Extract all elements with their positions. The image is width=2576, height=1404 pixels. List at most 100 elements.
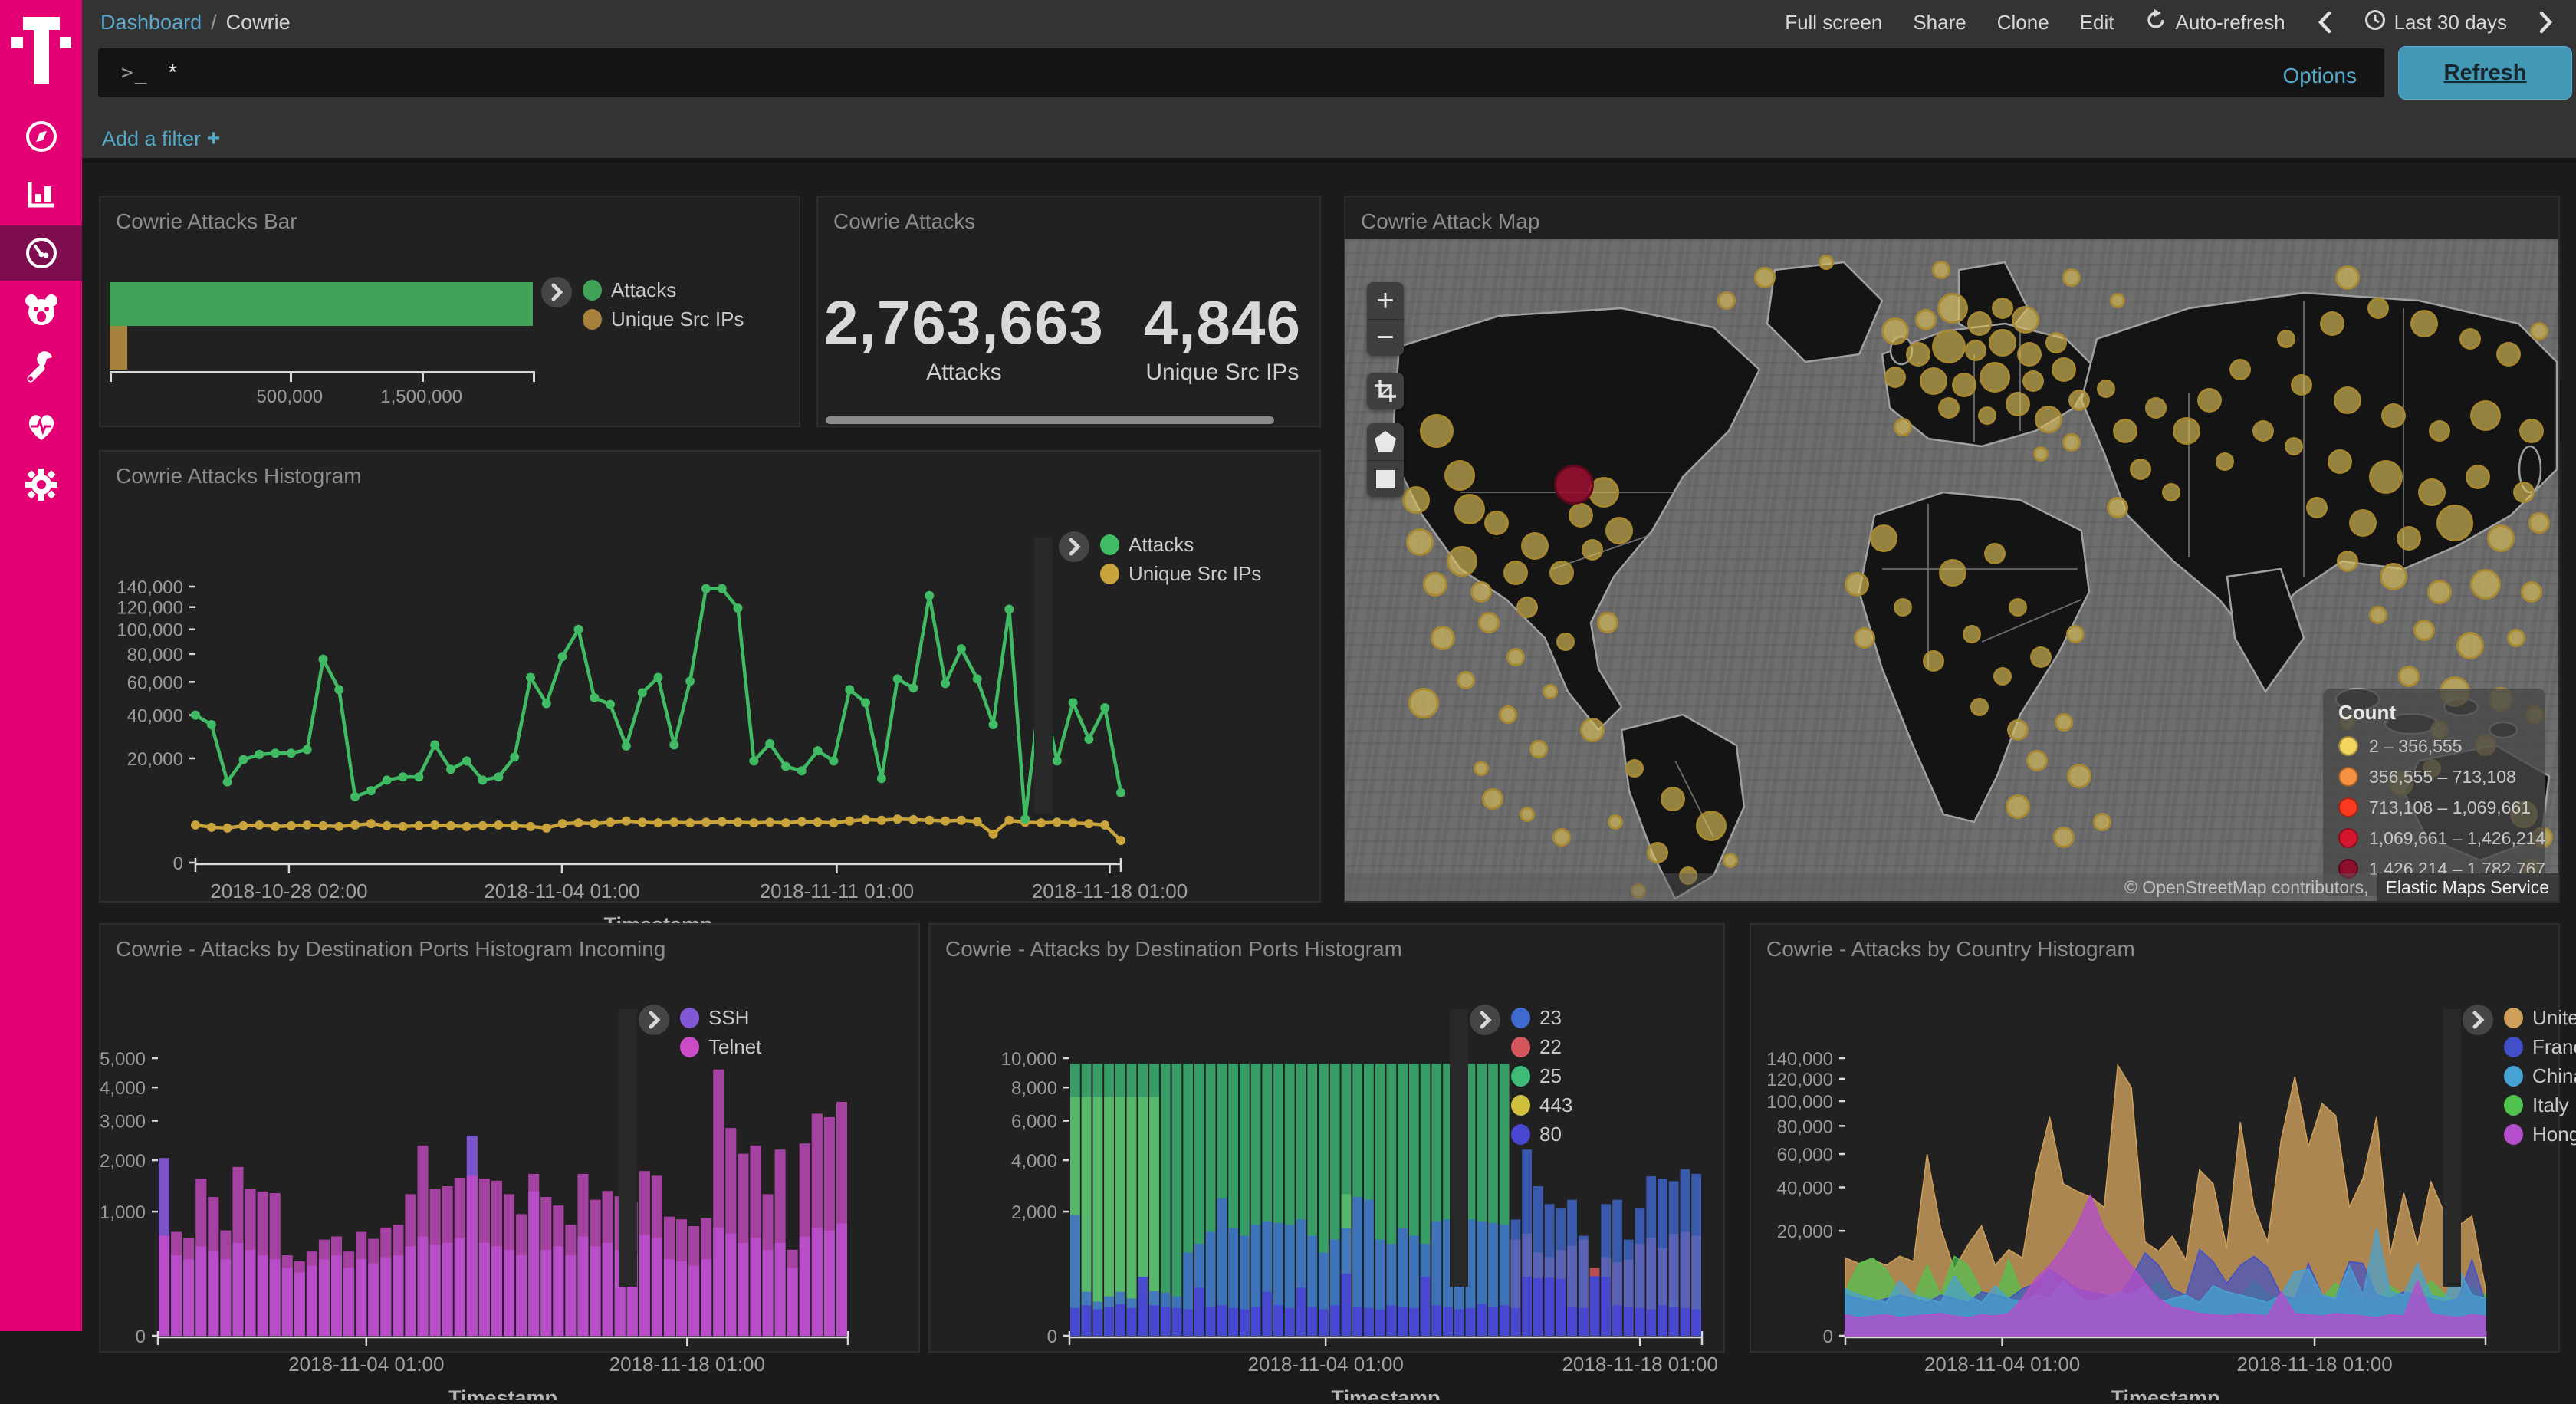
bar-Telnet[interactable] xyxy=(466,1175,478,1336)
attack-bubble[interactable] xyxy=(1881,317,1909,345)
bar-Telnet[interactable] xyxy=(577,1173,589,1336)
full-screen-button[interactable]: Full screen xyxy=(1785,10,1883,34)
legend-collapse-handle[interactable] xyxy=(2443,1009,2461,1287)
time-range-picker[interactable]: Last 30 days xyxy=(2364,8,2507,37)
data-point[interactable] xyxy=(1116,787,1125,797)
bar-80[interactable] xyxy=(1454,1309,1464,1336)
legend-item[interactable]: Unique Src IPs xyxy=(1100,559,1261,588)
data-point[interactable] xyxy=(925,590,935,600)
bar-80[interactable] xyxy=(1273,1305,1283,1336)
bar-Telnet[interactable] xyxy=(565,1225,577,1336)
bar-Telnet[interactable] xyxy=(750,1145,761,1336)
data-point[interactable] xyxy=(925,815,935,825)
sidebar-item-monitoring[interactable] xyxy=(0,398,82,453)
data-point[interactable] xyxy=(845,685,855,695)
world-attack-map[interactable]: + − Count 2 – 356,555 356,555 – 713,108 71… xyxy=(1346,239,2558,901)
clone-button[interactable]: Clone xyxy=(1996,10,2049,34)
legend-item[interactable]: Attacks xyxy=(583,275,744,304)
data-point[interactable] xyxy=(222,777,232,787)
attack-bubble[interactable] xyxy=(1696,811,1727,841)
data-point[interactable] xyxy=(590,819,600,829)
sidebar-item-discover[interactable] xyxy=(0,109,82,164)
attack-bubble[interactable] xyxy=(2380,563,2407,590)
attack-bubble[interactable] xyxy=(2093,813,2111,831)
data-point[interactable] xyxy=(606,699,616,709)
attack-bubble[interactable] xyxy=(1870,524,1898,552)
legend-item[interactable]: China xyxy=(2504,1061,2576,1090)
bar-23[interactable] xyxy=(1352,1197,1363,1336)
attack-bubble[interactable] xyxy=(2062,268,2081,287)
data-point[interactable] xyxy=(286,820,296,830)
data-point[interactable] xyxy=(222,823,232,833)
attack-bubble[interactable] xyxy=(1431,626,1455,650)
data-point[interactable] xyxy=(350,820,360,830)
bar-25[interactable] xyxy=(1092,1064,1103,1336)
auto-refresh-button[interactable]: Auto-refresh xyxy=(2144,8,2285,37)
attack-bubble[interactable] xyxy=(1915,309,1937,330)
bar-80[interactable] xyxy=(1443,1307,1453,1336)
attack-bubble[interactable] xyxy=(1984,543,2006,564)
attack-bubble[interactable] xyxy=(2507,629,2525,647)
attack-bubble[interactable] xyxy=(2229,359,2251,380)
data-point[interactable] xyxy=(1036,818,1046,828)
data-point[interactable] xyxy=(1052,756,1062,766)
data-point[interactable] xyxy=(334,821,344,831)
bar-23[interactable] xyxy=(1612,1199,1622,1336)
attack-bubble[interactable] xyxy=(2496,342,2521,367)
sidebar-item-visualize[interactable] xyxy=(0,166,82,222)
bar-80[interactable] xyxy=(1228,1307,1238,1336)
bar-23[interactable] xyxy=(1680,1169,1691,1336)
data-point[interactable] xyxy=(541,823,551,833)
data-point[interactable] xyxy=(334,685,344,695)
data-point[interactable] xyxy=(1052,817,1062,827)
attack-bubble[interactable] xyxy=(1605,517,1633,544)
data-point[interactable] xyxy=(972,674,982,684)
legend-toggle-chevron-icon[interactable] xyxy=(639,1005,669,1035)
data-point[interactable] xyxy=(590,692,600,702)
rectangle-icon[interactable] xyxy=(1367,460,1404,497)
share-button[interactable]: Share xyxy=(1913,10,1967,34)
attack-bubble[interactable] xyxy=(2145,397,2167,419)
attack-bubble[interactable] xyxy=(2459,328,2481,350)
data-point[interactable] xyxy=(733,603,743,613)
data-point[interactable] xyxy=(206,720,216,729)
bar-Telnet[interactable] xyxy=(553,1205,564,1336)
attack-bubble[interactable] xyxy=(2470,400,2501,431)
attack-bubble[interactable] xyxy=(2067,764,2091,788)
data-point[interactable] xyxy=(941,816,951,826)
data-point[interactable] xyxy=(526,672,536,682)
polygon-icon[interactable] xyxy=(1367,423,1404,460)
attack-bubble[interactable] xyxy=(2367,298,2389,319)
bar-Telnet[interactable] xyxy=(281,1255,293,1336)
bar-Telnet[interactable] xyxy=(454,1177,465,1336)
data-point[interactable] xyxy=(557,652,567,662)
data-point[interactable] xyxy=(382,775,392,785)
add-filter-link[interactable]: Add a filter + xyxy=(102,126,221,151)
data-point[interactable] xyxy=(669,817,679,827)
data-point[interactable] xyxy=(414,772,424,782)
attack-bubble[interactable] xyxy=(1967,311,1992,336)
bar-25[interactable] xyxy=(1138,1064,1148,1336)
attack-bubble[interactable] xyxy=(1543,684,1558,699)
attack-bubble[interactable] xyxy=(2429,420,2450,442)
refresh-button[interactable]: Refresh xyxy=(2398,46,2572,100)
bar-Telnet[interactable] xyxy=(540,1197,552,1336)
attack-bubble[interactable] xyxy=(2398,666,2420,687)
options-link[interactable]: Options xyxy=(2282,64,2358,87)
map-zoom-in-button[interactable]: + xyxy=(1376,283,1395,317)
bar-25[interactable] xyxy=(1081,1064,1092,1336)
legend-collapse-handle[interactable] xyxy=(1450,1009,1468,1287)
attack-bubble[interactable] xyxy=(2216,452,2234,471)
bar-80[interactable] xyxy=(1205,1307,1216,1336)
bar-80[interactable] xyxy=(1668,1307,1679,1336)
data-point[interactable] xyxy=(956,644,966,654)
legend-item[interactable]: 80 xyxy=(1511,1120,1572,1149)
bar-Telnet[interactable] xyxy=(306,1251,317,1336)
attack-bubble[interactable] xyxy=(2006,392,2030,416)
data-point[interactable] xyxy=(956,815,966,825)
data-point[interactable] xyxy=(255,749,264,759)
bar-80[interactable] xyxy=(1262,1291,1273,1336)
data-point[interactable] xyxy=(637,817,647,827)
attack-bubble[interactable] xyxy=(1992,298,2013,319)
bar-Telnet[interactable] xyxy=(787,1249,798,1336)
